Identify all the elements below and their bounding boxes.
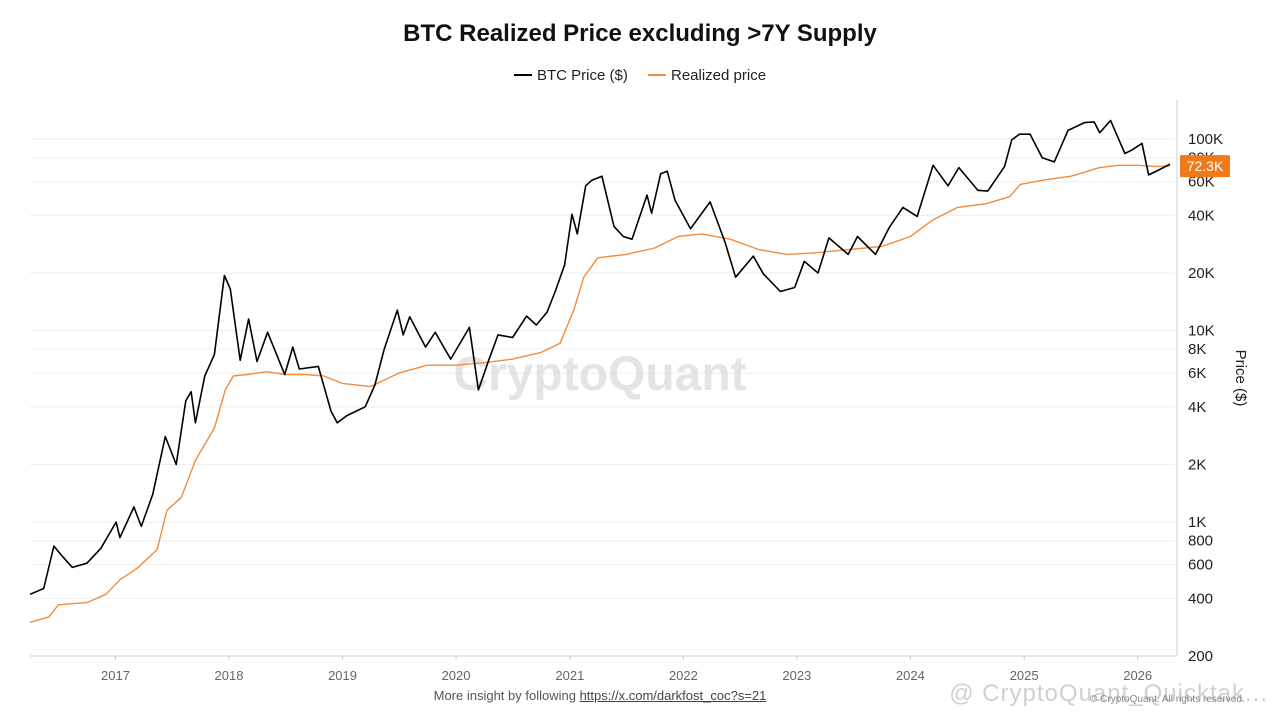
x-tick-label-2020: 2020: [442, 668, 471, 683]
y-tick-label-1K: 1K: [1188, 514, 1206, 531]
y-tick-label-600: 600: [1188, 557, 1213, 574]
y-tick-label-800: 800: [1188, 533, 1213, 550]
series-line-realized-price: [29, 164, 1171, 623]
y-tick-label-4K: 4K: [1188, 399, 1206, 416]
y-tick-label-40K: 40K: [1188, 207, 1215, 224]
y-tick-label-2K: 2K: [1188, 456, 1206, 473]
x-tick-label-2021: 2021: [555, 668, 584, 683]
grid-lines: [30, 138, 1175, 657]
footer-link[interactable]: https://x.com/darkfost_coc?s=21: [579, 688, 767, 703]
axes-group: 2004006008001K2K4K6K8K10K20K40K60K80K100…: [30, 100, 1249, 683]
y-tick-label-6K: 6K: [1188, 365, 1206, 382]
y-tick-label-20K: 20K: [1188, 265, 1215, 282]
chart-legend: BTC Price ($) Realized price: [0, 63, 1280, 84]
copyright-text: © CryptoQuant. All rights reserved.: [1090, 694, 1245, 705]
x-tick-label-2023: 2023: [782, 668, 811, 683]
x-tick-label-2019: 2019: [328, 668, 357, 683]
legend-swatch-btc: [513, 74, 532, 76]
y-tick-label-60K: 60K: [1188, 174, 1215, 191]
legend-swatch-realized: [647, 74, 666, 76]
y-tick-label-200: 200: [1188, 648, 1213, 665]
x-tick-label-2018: 2018: [215, 668, 244, 683]
watermark-text: CryptoQuant: [453, 348, 746, 401]
x-tick-label-2026: 2026: [1123, 668, 1152, 683]
y-tick-label-400: 400: [1188, 590, 1213, 607]
series-group: [29, 119, 1171, 623]
last-value-badge-label: 72.3K: [1187, 158, 1224, 174]
chart-title: BTC Realized Price excluding >7Y Supply: [403, 20, 877, 47]
x-tick-label-2025: 2025: [1010, 668, 1039, 683]
x-tick-label-2017: 2017: [101, 668, 130, 683]
y-tick-label-8K: 8K: [1188, 341, 1206, 358]
bottom-watermark: @ CryptoQuant_Quicktak...: [949, 680, 1268, 707]
y-tick-label-100K: 100K: [1188, 131, 1223, 148]
series-line-btc-price: [29, 119, 1171, 596]
footer-text: More insight by following: [433, 688, 580, 703]
legend-item-btc-price[interactable]: BTC Price ($): [513, 66, 628, 84]
y-axis-title: Price ($): [1232, 350, 1249, 407]
legend-label-btc: BTC Price ($): [536, 66, 628, 84]
last-value-badge: [1180, 155, 1230, 178]
x-tick-label-2022: 2022: [669, 668, 698, 683]
x-tick-label-2024: 2024: [896, 668, 925, 683]
last-value-badge-group: 72.3K: [1180, 155, 1230, 178]
footer: More insight by following https://x.com/…: [0, 688, 1200, 703]
legend-label-realized: Realized price: [670, 66, 767, 84]
y-tick-label-10K: 10K: [1188, 323, 1215, 340]
legend-item-realized-price[interactable]: Realized price: [647, 66, 767, 84]
